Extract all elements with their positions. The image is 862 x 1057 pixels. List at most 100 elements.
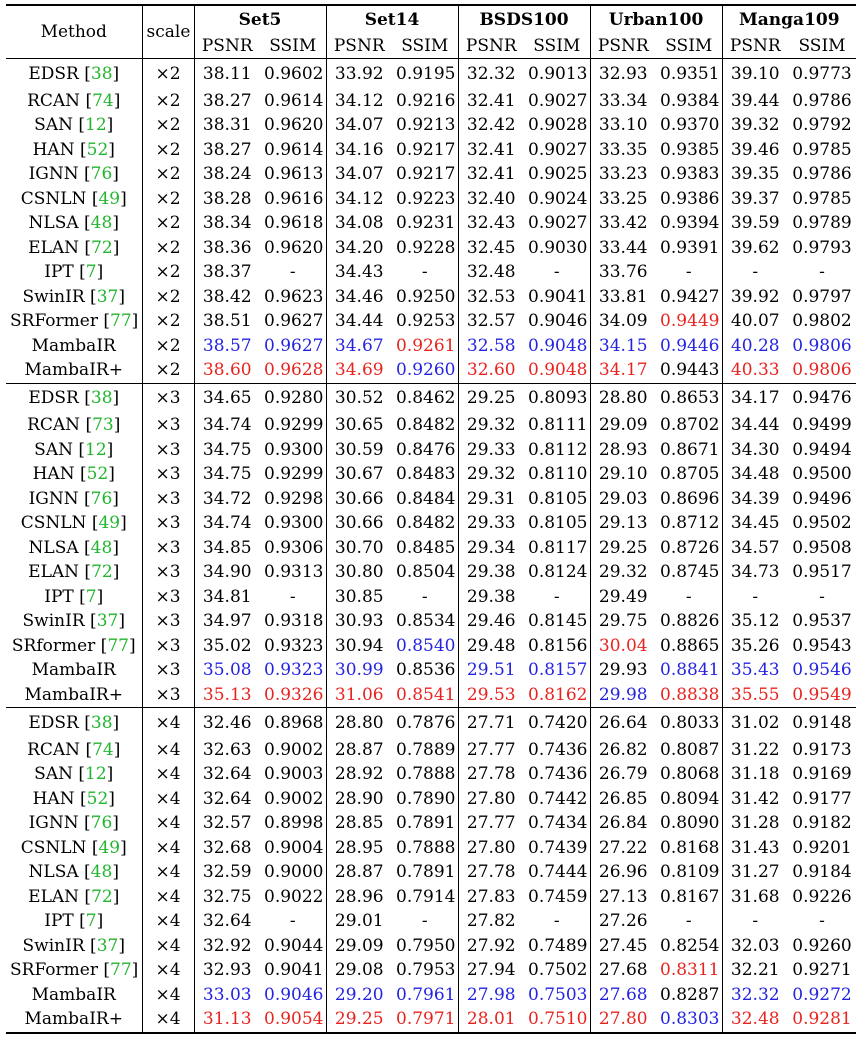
scale-cell: ×3 — [141, 658, 194, 683]
citation-link[interactable]: 38 — [90, 712, 113, 733]
citation-link[interactable]: 77 — [107, 635, 129, 656]
citation-link[interactable]: 76 — [90, 813, 113, 834]
citation-link[interactable]: 49 — [98, 188, 121, 209]
method-name: CSNLN — [20, 837, 87, 858]
ssim-cell: 0.8484 — [392, 487, 458, 512]
ssim-cell: 0.8705 — [656, 462, 722, 487]
citation-link[interactable]: 74 — [92, 90, 114, 111]
metric-value: 33.34 — [598, 90, 648, 111]
citation-link[interactable]: 76 — [90, 164, 113, 185]
metric-value: 0.9785 — [792, 188, 852, 209]
ssim-cell: 0.8287 — [656, 983, 722, 1008]
psnr-cell: 38.51 — [193, 309, 260, 334]
metric-value: 0.8838 — [660, 684, 720, 705]
metric-value: 0.7888 — [396, 837, 456, 858]
psnr-cell: 27.26 — [589, 909, 657, 934]
metric-value: 28.87 — [334, 862, 384, 883]
metric-value: 0.7420 — [528, 712, 588, 733]
metric-value: - — [752, 586, 759, 607]
ssim-cell: 0.8998 — [260, 811, 326, 836]
ssim-cell: 0.9261 — [392, 334, 458, 359]
metric-value: 0.9620 — [264, 115, 324, 136]
metric-value: 26.79 — [598, 764, 648, 785]
citation-link[interactable]: 52 — [86, 788, 109, 809]
citation-link[interactable]: 49 — [98, 837, 121, 858]
metric-header-psnr: PSNR — [457, 34, 525, 59]
ssim-cell: 0.8696 — [656, 487, 722, 512]
citation-link[interactable]: 37 — [96, 935, 119, 956]
dataset-header-urban100: Urban100 — [589, 5, 723, 34]
metric-value: 39.44 — [730, 90, 780, 111]
citation-link[interactable]: 74 — [92, 739, 114, 760]
psnr-cell: 33.42 — [589, 211, 657, 236]
psnr-cell: 30.94 — [325, 633, 392, 658]
psnr-cell: 32.32 — [457, 58, 525, 89]
ssim-cell: 0.8117 — [524, 536, 590, 561]
table-row: CSNLN [49] ×4 32.68 0.9004 28.95 0.7888 27.80 0… — [6, 835, 856, 860]
ssim-cell: 0.7891 — [392, 811, 458, 836]
citation-link[interactable]: 12 — [85, 439, 107, 460]
ssim-cell: 0.9217 — [392, 138, 458, 163]
citation-link[interactable]: 76 — [90, 488, 113, 509]
method-cell: SwinIR [37] — [22, 611, 125, 632]
metric-value: 0.9228 — [396, 237, 456, 258]
citation-link[interactable]: 72 — [91, 237, 113, 258]
metric-value: 0.9148 — [792, 712, 852, 733]
ssim-cell: - — [392, 909, 458, 934]
citation-link[interactable]: 38 — [90, 63, 113, 84]
scale-cell: ×2 — [141, 137, 194, 162]
metric-value: 0.9306 — [264, 537, 324, 558]
citation-link[interactable]: 77 — [110, 960, 132, 981]
metric-value: 27.80 — [598, 1009, 648, 1030]
method-name: IPT — [44, 586, 74, 607]
psnr-cell: 32.48 — [721, 1007, 789, 1033]
citation-link[interactable]: 73 — [92, 415, 114, 436]
psnr-cell: 30.66 — [325, 486, 392, 511]
method-header: Method — [40, 22, 107, 42]
metric-value: 38.51 — [202, 311, 252, 332]
citation-link[interactable]: 52 — [86, 464, 109, 485]
citation-link[interactable]: 48 — [90, 862, 113, 883]
metric-value: 0.9383 — [660, 164, 720, 185]
psnr-cell: 34.72 — [193, 486, 260, 511]
metric-value: 0.9231 — [396, 213, 456, 234]
ssim-cell: 0.8671 — [656, 438, 722, 463]
psnr-cell: 29.98 — [589, 682, 657, 708]
citation-link[interactable]: 12 — [85, 764, 107, 785]
ssim-cell: 0.9003 — [260, 762, 326, 787]
psnr-cell: 27.98 — [457, 982, 525, 1007]
citation-link[interactable]: 48 — [90, 213, 113, 234]
psnr-cell: 32.48 — [457, 260, 525, 285]
metric-value: 0.9217 — [396, 139, 456, 160]
scale-cell: ×3 — [141, 511, 194, 536]
citation-link[interactable]: 38 — [90, 388, 113, 409]
psnr-cell: 38.27 — [193, 137, 260, 162]
scale-cell: ×3 — [141, 437, 194, 462]
citation-link[interactable]: 52 — [86, 139, 109, 160]
table-row: RCAN [73] ×3 34.74 0.9299 30.65 0.8482 29.32 0.… — [6, 413, 856, 438]
metric-value: 0.9173 — [792, 739, 852, 760]
psnr-cell: 29.03 — [589, 486, 657, 511]
citation-link[interactable]: 48 — [90, 537, 113, 558]
citation-link[interactable]: 7 — [85, 586, 97, 607]
psnr-cell: 34.81 — [193, 584, 260, 609]
citation-link[interactable]: 12 — [85, 115, 107, 136]
citation-link[interactable]: 72 — [91, 886, 113, 907]
citation-link[interactable]: 49 — [98, 513, 121, 534]
citation-link[interactable]: 37 — [96, 611, 119, 632]
method-cell: ELAN [72] — [28, 886, 120, 907]
ssim-cell: 0.9793 — [788, 236, 856, 261]
metric-value: 0.9323 — [264, 635, 324, 656]
metric-value: 34.73 — [730, 562, 780, 583]
ssim-cell: 0.9002 — [260, 738, 326, 763]
metric-value: 0.9027 — [528, 90, 588, 111]
citation-link[interactable]: 77 — [110, 311, 132, 332]
ssim-cell: 0.9260 — [788, 934, 856, 959]
citation-link[interactable]: 7 — [85, 262, 97, 283]
metric-value: 28.80 — [334, 712, 384, 733]
citation-link[interactable]: 37 — [96, 286, 119, 307]
citation-link[interactable]: 7 — [85, 911, 97, 932]
citation-link[interactable]: 72 — [91, 562, 113, 583]
psnr-cell: 29.51 — [457, 658, 525, 683]
psnr-cell: 34.74 — [193, 413, 260, 438]
